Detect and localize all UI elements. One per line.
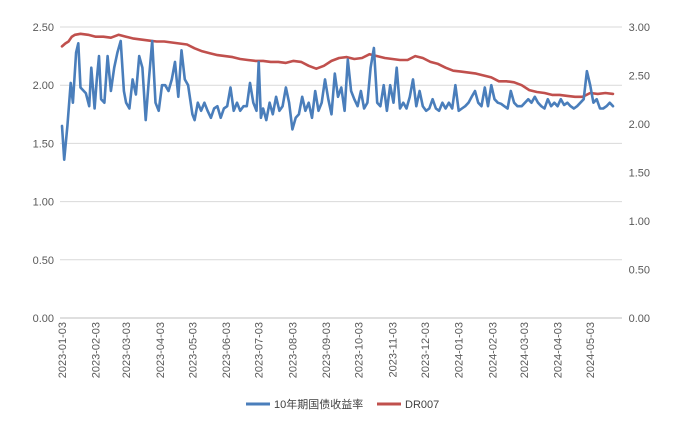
x-axis-tick-label: 2023-10-03 bbox=[354, 322, 366, 378]
x-axis-tick-label: 2024-03-03 bbox=[519, 322, 531, 378]
left-axis-tick-label: 0.50 bbox=[33, 255, 54, 267]
x-axis-tick-label: 2023-06-03 bbox=[221, 322, 233, 378]
left-axis-tick-label: 2.00 bbox=[33, 80, 54, 92]
x-axis-tick-label: 2023-02-03 bbox=[91, 322, 103, 378]
x-axis-tick-label: 2023-03-03 bbox=[121, 322, 133, 378]
left-axis-tick-label: 1.50 bbox=[33, 138, 54, 150]
series-line bbox=[60, 39, 615, 161]
legend: 10年期国债收益率 DR007 bbox=[246, 397, 439, 411]
left-axis-tick-label: 2.50 bbox=[33, 22, 54, 34]
x-axis-tick-label: 2024-01-03 bbox=[454, 322, 466, 378]
right-axis-tick-label: 3.00 bbox=[629, 22, 650, 34]
right-axis-tick-label: 1.00 bbox=[629, 216, 650, 228]
x-axis-tick-labels: 2023-01-03 2023-02-03 2023-03-03 2023-04-03… bbox=[57, 322, 597, 378]
legend-label: DR007 bbox=[405, 399, 439, 411]
x-axis-tick-label: 2024-04-03 bbox=[553, 322, 565, 378]
x-axis-tick-label: 2023-01-03 bbox=[57, 322, 69, 378]
right-axis-tick-label: 0.00 bbox=[629, 313, 650, 325]
legend-label: 10年期国债收益率 bbox=[274, 397, 363, 411]
right-axis-tick-labels: 0.00 0.50 1.00 1.50 2.00 2.50 3.00 bbox=[629, 22, 650, 325]
series-line bbox=[60, 32, 615, 99]
right-axis-tick-label: 2.00 bbox=[629, 119, 650, 131]
left-axis-tick-label: 0.00 bbox=[33, 313, 54, 325]
x-axis-tick-label: 2023-04-03 bbox=[155, 322, 167, 378]
left-axis-tick-labels: 0.00 0.50 1.00 1.50 2.00 2.50 bbox=[33, 22, 54, 325]
series-lines bbox=[60, 32, 615, 161]
x-axis-tick-label: 2023-11-03 bbox=[387, 322, 399, 377]
x-axis-tick-label: 2023-09-03 bbox=[321, 322, 333, 378]
x-axis-tick-label: 2023-05-03 bbox=[187, 322, 199, 378]
x-axis-tick-label: 2024-02-03 bbox=[487, 322, 499, 378]
left-axis-tick-label: 1.00 bbox=[33, 197, 54, 209]
x-axis-tick-label: 2023-12-03 bbox=[420, 322, 432, 378]
x-axis-tick-label: 2024-05-03 bbox=[585, 322, 597, 378]
right-axis-tick-label: 1.50 bbox=[629, 168, 650, 180]
right-axis-tick-label: 0.50 bbox=[629, 265, 650, 277]
x-axis-tick-label: 2023-08-03 bbox=[287, 322, 299, 378]
x-axis-tick-label: 2023-07-03 bbox=[254, 322, 266, 378]
right-axis-tick-label: 2.50 bbox=[629, 71, 650, 83]
gridlines bbox=[60, 26, 622, 319]
